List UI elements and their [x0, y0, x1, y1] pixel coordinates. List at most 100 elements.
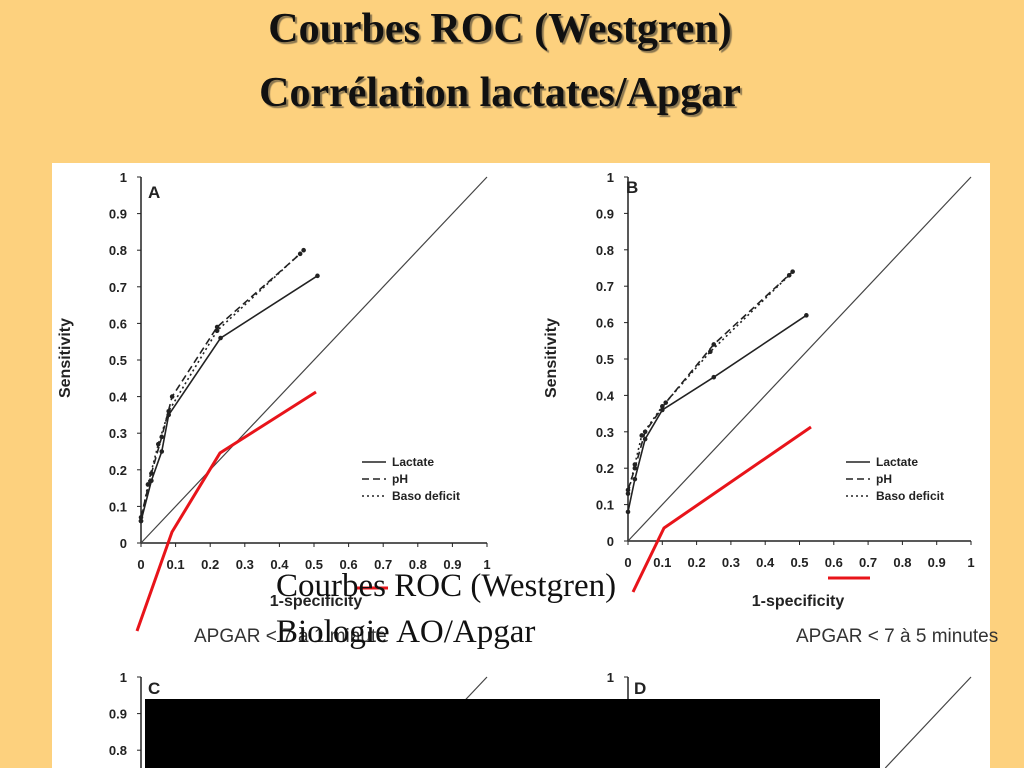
x-tick-label: 0.3: [236, 557, 254, 572]
x-tick-label: 0.6: [340, 557, 358, 572]
series-line-baso-deficit: [140, 249, 305, 522]
reference-diagonal: [140, 176, 488, 544]
data-point: [145, 482, 151, 487]
x-tick-label: 0.8: [893, 555, 911, 570]
data-point: [169, 394, 175, 399]
y-tick-label: 0.1: [109, 499, 127, 514]
y-tick-label: 1: [607, 170, 614, 185]
data-point: [786, 272, 792, 278]
y-tick-label: 0.1: [596, 498, 614, 513]
data-point: [790, 269, 795, 274]
x-tick-label: 1: [967, 555, 974, 570]
data-point: [315, 273, 320, 279]
x-tick-label: 0.5: [790, 555, 808, 570]
data-point: [632, 476, 638, 482]
x-tick-label: 0.9: [443, 557, 461, 572]
legend-label: pH: [876, 472, 892, 486]
y-tick-label: 0.7: [109, 280, 127, 295]
data-point: [301, 247, 306, 253]
data-point: [625, 491, 631, 496]
x-tick-label: 0.6: [825, 555, 843, 570]
x-tick-label: 0.2: [201, 557, 219, 572]
x-tick-label: 0: [624, 555, 631, 570]
x-axis-label: 1-specificity: [270, 593, 363, 610]
chart-caption: APGAR < 7 à 5 minutes: [796, 626, 998, 647]
x-axis-label: 1-specificity: [752, 593, 845, 610]
x-tick-label: 0.4: [270, 557, 289, 572]
y-tick-label: 0.8: [109, 743, 127, 758]
y-tick-label: 0.2: [109, 463, 127, 478]
data-point: [625, 509, 631, 515]
x-tick-label: 0.1: [653, 555, 671, 570]
y-axis-label: Sensitivity: [543, 318, 560, 398]
y-tick-label: 0.4: [596, 388, 615, 403]
data-point: [218, 335, 223, 341]
y-tick-label: 0.8: [109, 243, 127, 258]
legend-label: pH: [392, 472, 408, 486]
data-point: [166, 408, 171, 414]
data-point: [149, 471, 154, 476]
panel-label: D: [634, 679, 646, 698]
y-tick-label: 0.5: [596, 352, 614, 367]
reference-diagonal: [627, 176, 972, 542]
y-tick-label: 0.4: [109, 390, 128, 405]
x-tick-label: 0.7: [859, 555, 877, 570]
data-point: [642, 429, 648, 435]
data-point: [159, 449, 165, 454]
y-tick-label: 0: [607, 534, 614, 549]
x-tick-label: 0.4: [756, 555, 775, 570]
x-tick-label: 0.7: [374, 557, 392, 572]
panel-label: A: [148, 183, 160, 202]
y-tick-label: 1: [607, 670, 614, 685]
series-line-ph: [627, 271, 794, 491]
x-tick-label: 0.2: [688, 555, 706, 570]
y-tick-label: 1: [120, 170, 127, 185]
red-annotation-right: [631, 425, 812, 593]
x-tick-label: 0: [137, 557, 144, 572]
red-annotation-left: [135, 390, 317, 632]
data-point: [711, 342, 717, 347]
data-point: [625, 487, 631, 493]
x-tick-label: 0.1: [167, 557, 185, 572]
x-tick-label: 1: [483, 557, 490, 572]
y-tick-label: 0.7: [596, 279, 614, 294]
legend-label: Lactate: [392, 455, 434, 469]
data-point: [711, 374, 717, 380]
data-point: [660, 404, 665, 409]
x-tick-label: 0.5: [305, 557, 323, 572]
y-tick-label: 0.3: [109, 426, 127, 441]
data-point: [214, 324, 220, 330]
series-line-lactate: [140, 275, 318, 522]
data-point: [804, 313, 809, 318]
panel-label: B: [626, 178, 638, 197]
y-tick-label: 0.6: [109, 316, 127, 331]
y-tick-label: 0.9: [109, 207, 127, 222]
x-tick-label: 0.9: [928, 555, 946, 570]
data-point: [642, 436, 648, 442]
legend-label: Lactate: [876, 455, 918, 469]
data-point: [138, 515, 144, 520]
data-point: [214, 328, 220, 334]
figure-panel: [52, 163, 990, 768]
legend-label: Baso deficit: [392, 489, 460, 503]
data-point: [708, 349, 713, 355]
reference-diagonal: [884, 676, 972, 768]
y-tick-label: 0.3: [596, 425, 614, 440]
series-line-ph: [140, 253, 301, 518]
y-tick-label: 1: [120, 670, 127, 685]
y-tick-label: 0.9: [109, 707, 127, 722]
x-tick-label: 0.3: [722, 555, 740, 570]
legend-label: Baso deficit: [876, 489, 944, 503]
y-tick-label: 0.5: [109, 353, 127, 368]
slide-title-line2: Corrélation lactates/Apgar: [259, 70, 741, 116]
x-tick-label: 0.8: [409, 557, 427, 572]
redaction-box: [145, 699, 880, 768]
series-line-lactate: [627, 314, 807, 513]
data-point: [138, 518, 144, 524]
slide-title-line1: Courbes ROC (Westgren): [268, 6, 732, 52]
data-point: [632, 465, 638, 471]
data-point: [639, 433, 645, 438]
data-point: [632, 462, 638, 467]
y-tick-label: 0.2: [596, 461, 614, 476]
